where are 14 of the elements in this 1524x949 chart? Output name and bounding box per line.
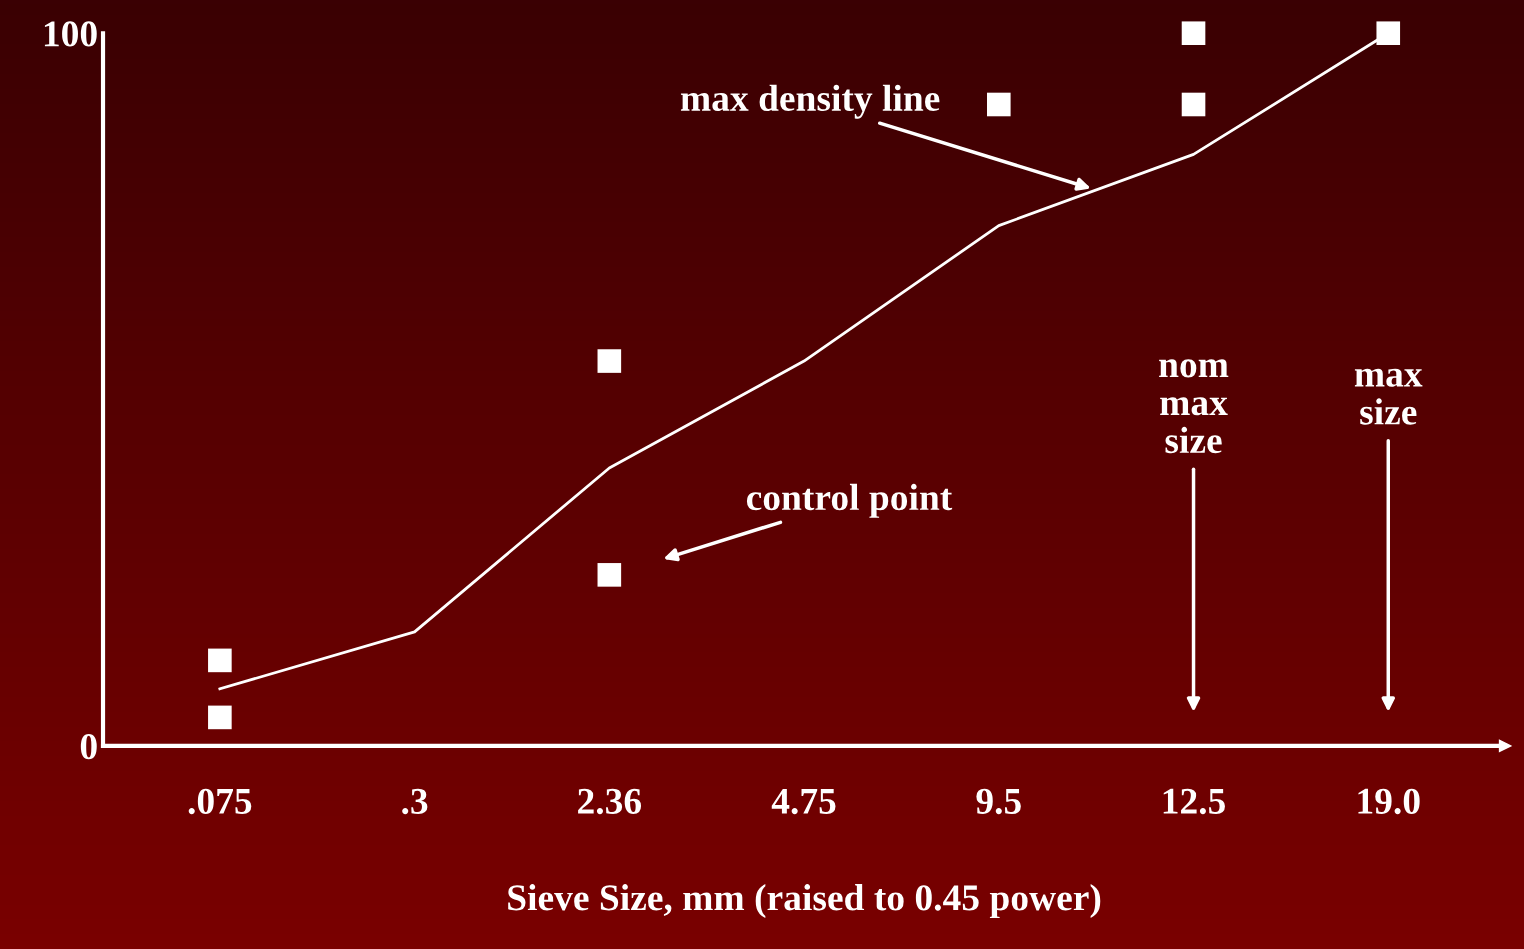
x-tick-label: .075 (188, 788, 252, 815)
annotation: max density line (680, 84, 940, 119)
x-tick-label: 19.0 (1358, 788, 1420, 815)
x-tick-label: 2.36 (578, 788, 642, 815)
x-tick-label: 12.5 (1163, 788, 1225, 815)
annotation: control point (746, 483, 953, 518)
annotation: nom max size (1159, 359, 1229, 454)
x-tick-label: 9.5 (976, 788, 1021, 815)
annotation: max size (1354, 368, 1423, 425)
y-tick-label: 100 (44, 21, 97, 47)
x-tick-label: 4.75 (771, 788, 836, 815)
x-axis-title: Sieve Size, mm (raised to 0.45 power) (508, 884, 1101, 919)
x-tick-label: .3 (402, 788, 428, 815)
y-tick-label: 0 (80, 733, 97, 760)
